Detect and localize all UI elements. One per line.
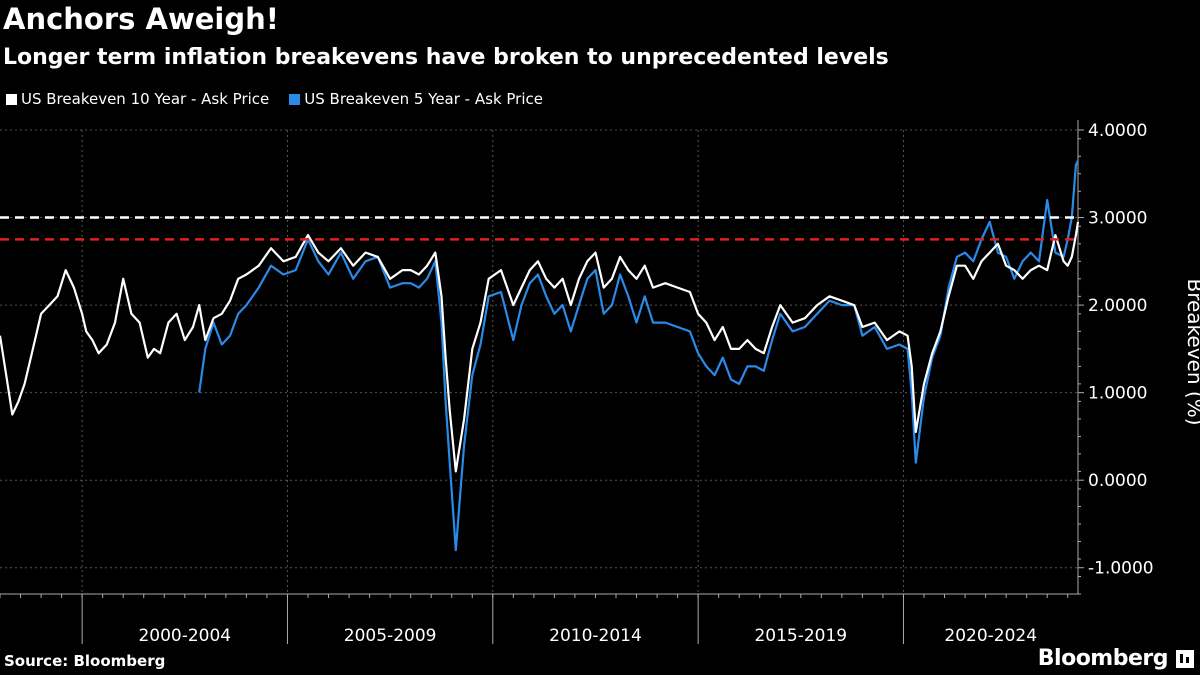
x-category-label-0: 2000-2004 — [138, 626, 231, 646]
x-category-label-3: 2015-2019 — [754, 626, 847, 646]
y-tick-label-3: 2.0000 — [1088, 296, 1147, 316]
series-five-year-line — [198, 160, 1079, 552]
series-ten-year-line — [0, 221, 1080, 473]
chart-legend: US Breakeven 10 Year - Ask Price US Brea… — [6, 90, 543, 108]
legend-item-ten-year: US Breakeven 10 Year - Ask Price — [6, 90, 269, 108]
brand-logo-text: Bloomberg — [1037, 646, 1169, 671]
legend-swatch-five-year — [289, 93, 301, 105]
legend-swatch-ten-year — [6, 93, 17, 105]
x-category-label-4: 2020-2024 — [944, 626, 1037, 646]
source-note: Source: Bloomberg — [4, 652, 166, 670]
chart-subtitle: Longer term inflation breakevens have br… — [3, 45, 889, 70]
chart-title: Anchors Aweigh! — [3, 2, 279, 36]
y-tick-label-0: -1.0000 — [1088, 559, 1154, 579]
y-tick-label-1: 0.0000 — [1088, 471, 1147, 491]
legend-label-ten-year: US Breakeven 10 Year - Ask Price — [21, 90, 270, 108]
y-tick-label-2: 1.0000 — [1088, 384, 1147, 404]
y-axis-label: Breakeven (%) — [1183, 278, 1200, 425]
x-category-label-2: 2010-2014 — [549, 626, 642, 646]
y-tick-label-5: 4.0000 — [1088, 121, 1147, 141]
legend-label-five-year: US Breakeven 5 Year - Ask Price — [304, 90, 543, 108]
bloomberg-logo-icon — [1176, 650, 1194, 668]
legend-item-five-year: US Breakeven 5 Year - Ask Price — [289, 90, 543, 108]
x-category-label-1: 2005-2009 — [344, 626, 437, 646]
y-tick-label-4: 3.0000 — [1088, 209, 1147, 229]
